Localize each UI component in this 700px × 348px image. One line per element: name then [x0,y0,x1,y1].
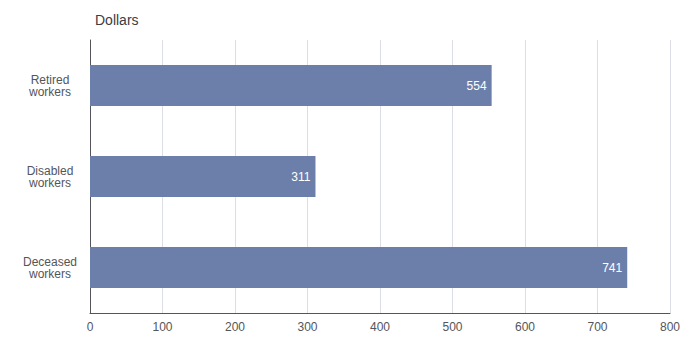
svg-text:700: 700 [587,320,607,334]
svg-text:311: 311 [291,170,310,184]
svg-text:Deceased: Deceased [23,254,77,269]
svg-text:Disabled: Disabled [26,163,74,178]
svg-text:300: 300 [297,320,317,334]
svg-text:100: 100 [152,320,172,334]
svg-text:800: 800 [660,320,680,334]
svg-text:500: 500 [442,320,462,334]
svg-text:400: 400 [370,320,390,334]
svg-text:Retired: Retired [30,72,70,87]
svg-text:554: 554 [467,79,487,93]
svg-text:Dollars: Dollars [95,12,139,28]
svg-text:workers: workers [28,85,71,99]
svg-text:600: 600 [515,320,535,334]
svg-text:200: 200 [225,320,245,334]
svg-text:0: 0 [87,320,94,334]
svg-text:workers: workers [28,267,71,281]
svg-text:741: 741 [602,261,622,275]
svg-text:workers: workers [28,176,71,190]
